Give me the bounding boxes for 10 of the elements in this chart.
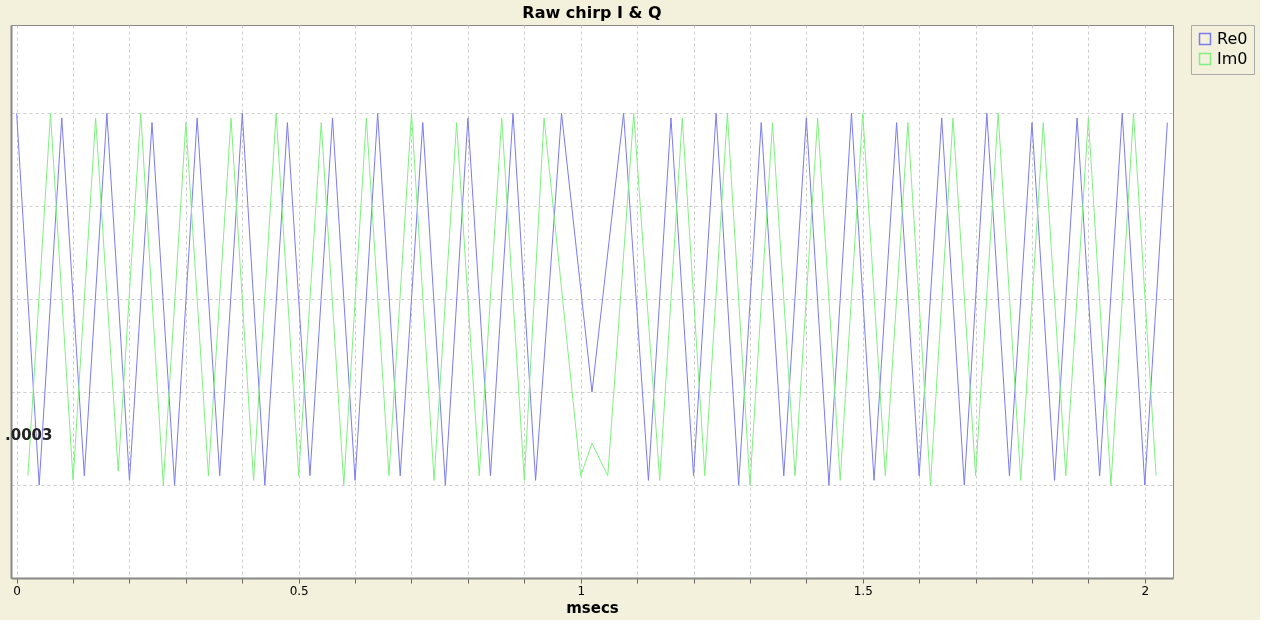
x-tick-label: 1.5	[853, 583, 873, 598]
chart-title: Raw chirp I & Q	[522, 3, 662, 22]
x-axis-title: msecs	[566, 598, 619, 617]
x-tick-label: 0.5	[289, 583, 309, 598]
x-tick-label: 1	[577, 583, 586, 598]
legend-label: Im0	[1217, 49, 1248, 68]
annotation: .0003	[5, 426, 53, 444]
x-tick-label: 2	[1141, 583, 1150, 598]
legend-label: Re0	[1217, 29, 1248, 48]
x-tick-label: 0	[13, 583, 21, 598]
